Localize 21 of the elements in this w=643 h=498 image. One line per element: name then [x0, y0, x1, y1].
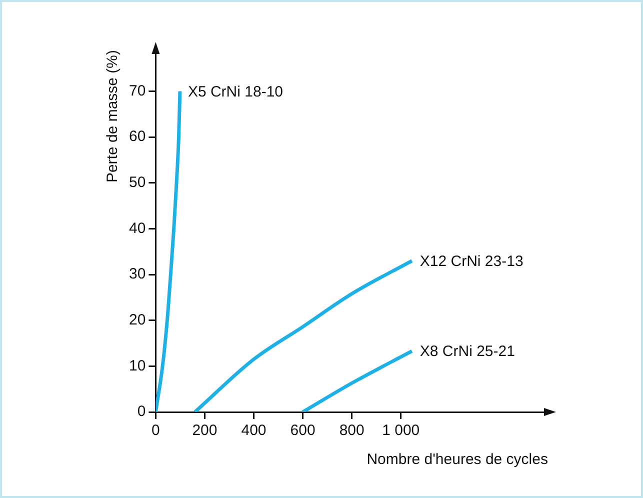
y-axis-title: Perte de masse (%) [104, 50, 122, 183]
x-tick-label: 800 [339, 422, 364, 440]
series-label: X8 CrNi 25-21 [420, 343, 515, 360]
y-tick-label: 0 [137, 403, 146, 420]
x-tick-label: 1 000 [382, 422, 420, 440]
series-label: X12 CrNi 23-13 [420, 252, 524, 270]
y-tick-label: 40 [128, 220, 146, 237]
y-tick-label: 50 [128, 174, 146, 192]
x-tick-label: 0 [152, 422, 160, 440]
x-tick-label: 400 [241, 422, 266, 440]
y-tick-label: 70 [128, 82, 146, 100]
x-tick-label: 200 [192, 422, 218, 440]
y-tick-label: 10 [128, 357, 146, 374]
series-label: X5 CrNi 18-10 [188, 83, 284, 100]
x-axis-title: Nombre d'heures de cycles [366, 451, 548, 468]
y-tick-label: 30 [128, 266, 146, 283]
y-tick-label: 60 [128, 128, 146, 146]
y-tick-label: 20 [128, 311, 146, 328]
line-series [156, 89, 182, 412]
x-tick-label: 600 [290, 422, 316, 440]
line-series [193, 259, 414, 412]
